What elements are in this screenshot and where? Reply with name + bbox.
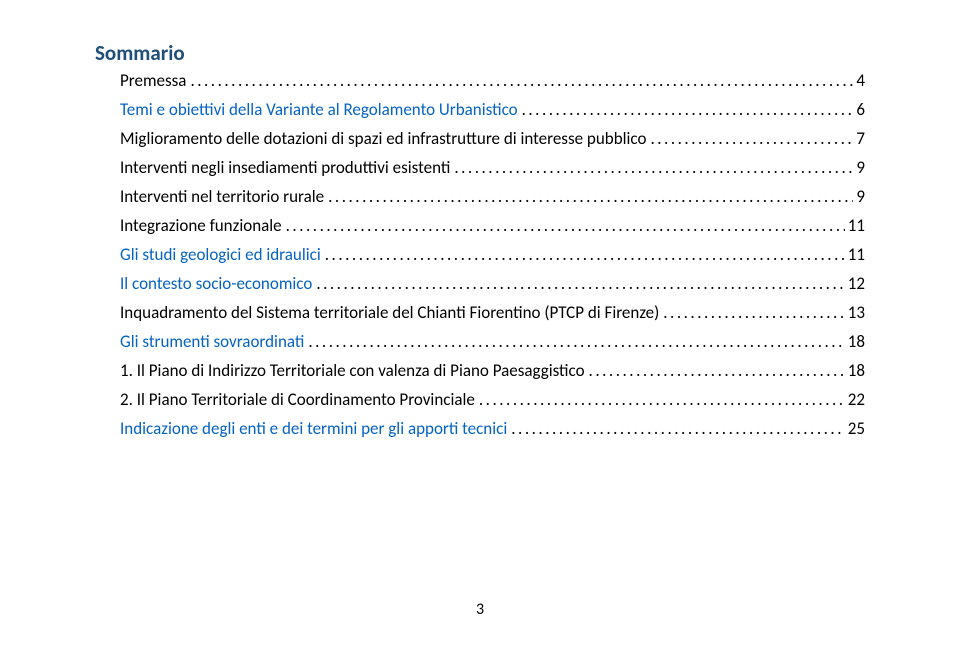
toc-leader-dots <box>321 244 845 265</box>
toc-entry-text: Miglioramento delle dotazioni di spazi e… <box>120 128 646 149</box>
toc-leader-dots <box>324 186 853 207</box>
toc-leader-dots <box>518 99 854 120</box>
toc-entry: 1. Il Piano di Indirizzo Territoriale co… <box>95 360 865 381</box>
toc-container: Premessa 4 Temi e obiettivi della Variante… <box>95 70 865 439</box>
toc-entry-text: Il contesto socio-economico <box>120 273 312 294</box>
toc-entry-page: 9 <box>853 157 865 178</box>
toc-entry[interactable]: Il contesto socio-economico 12 <box>95 273 865 294</box>
toc-leader-dots <box>312 273 844 294</box>
toc-entry-page: 22 <box>845 389 865 410</box>
toc-leader-dots <box>186 70 853 91</box>
toc-leader-dots <box>507 418 845 439</box>
toc-entry-page: 13 <box>845 302 865 323</box>
toc-entry-page: 11 <box>845 244 865 265</box>
toc-leader-dots <box>475 389 845 410</box>
toc-leader-dots <box>585 360 845 381</box>
toc-entry-page: 4 <box>853 70 865 91</box>
toc-entry-text: Gli strumenti sovraordinati <box>120 331 304 352</box>
toc-entry-text: Indicazione degli enti e dei termini per… <box>120 418 507 439</box>
toc-entry: Miglioramento delle dotazioni di spazi e… <box>95 128 865 149</box>
toc-entry-page: 9 <box>853 186 865 207</box>
toc-entry-text: Gli studi geologici ed idraulici <box>120 244 321 265</box>
toc-entry: Interventi negli insediamenti produttivi… <box>95 157 865 178</box>
toc-entry-text: 1. Il Piano di Indirizzo Territoriale co… <box>120 360 585 381</box>
toc-leader-dots <box>304 331 844 352</box>
toc-entry: Integrazione funzionale 11 <box>95 215 865 236</box>
toc-entry[interactable]: Gli studi geologici ed idraulici 11 <box>95 244 865 265</box>
toc-entry-page: 12 <box>845 273 865 294</box>
toc-entry-page: 25 <box>845 418 865 439</box>
toc-leader-dots <box>282 215 845 236</box>
toc-title: Sommario <box>95 40 865 66</box>
toc-entry-text: Inquadramento del Sistema territoriale d… <box>120 302 659 323</box>
toc-leader-dots <box>646 128 853 149</box>
toc-entry-text: Integrazione funzionale <box>120 215 282 236</box>
page-number: 3 <box>476 600 484 619</box>
toc-entry-page: 11 <box>845 215 865 236</box>
toc-entry-text: Premessa <box>120 70 186 91</box>
toc-leader-dots <box>659 302 845 323</box>
toc-entry-text: 2. Il Piano Territoriale di Coordinament… <box>120 389 475 410</box>
toc-entry-text: Interventi negli insediamenti produttivi… <box>120 157 450 178</box>
toc-entry: Premessa 4 <box>95 70 865 91</box>
toc-entry: Interventi nel territorio rurale 9 <box>95 186 865 207</box>
toc-entry[interactable]: Gli strumenti sovraordinati 18 <box>95 331 865 352</box>
toc-entry[interactable]: Temi e obiettivi della Variante al Regol… <box>95 99 865 120</box>
toc-leader-dots <box>450 157 853 178</box>
toc-entry-page: 18 <box>845 360 865 381</box>
toc-entry-page: 7 <box>853 128 865 149</box>
toc-entry: Inquadramento del Sistema territoriale d… <box>95 302 865 323</box>
toc-entry-page: 6 <box>853 99 865 120</box>
toc-entry: 2. Il Piano Territoriale di Coordinament… <box>95 389 865 410</box>
toc-entry-page: 18 <box>845 331 865 352</box>
toc-entry[interactable]: Indicazione degli enti e dei termini per… <box>95 418 865 439</box>
toc-entry-text: Interventi nel territorio rurale <box>120 186 324 207</box>
toc-entry-text: Temi e obiettivi della Variante al Regol… <box>120 99 518 120</box>
